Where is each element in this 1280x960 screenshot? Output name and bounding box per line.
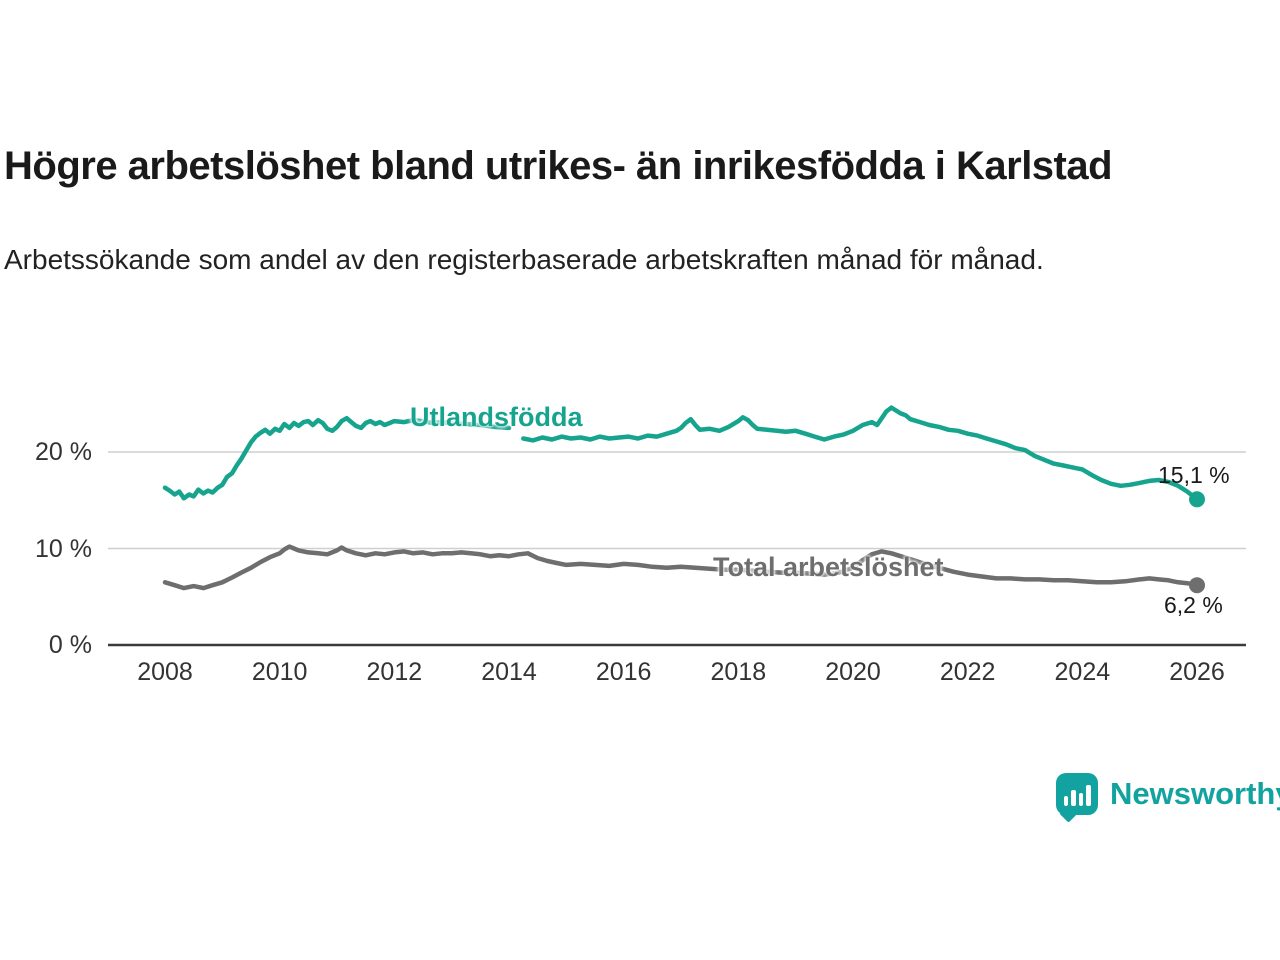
x-axis-tick-label: 2012 bbox=[366, 658, 423, 686]
chart-subtitle: Arbetssökande som andel av den registerb… bbox=[4, 244, 1044, 275]
newsworthy-barchart-icon bbox=[1056, 773, 1098, 823]
series-line-1 bbox=[162, 544, 1200, 591]
x-axis-tick-label: 2010 bbox=[251, 658, 308, 686]
y-axis-tick-label: 10 % bbox=[35, 534, 92, 563]
series-label-utlandsfodda: Utlandsfödda bbox=[410, 402, 583, 432]
newsworthy-wordmark: Newsworthy bbox=[1110, 776, 1280, 811]
x-axis-tick-label: 2020 bbox=[825, 658, 881, 686]
x-axis-tick-label: 2026 bbox=[1169, 658, 1225, 686]
series-end-dot-1 bbox=[1189, 577, 1205, 594]
series-line-0 bbox=[162, 415, 512, 501]
end-value-total-arbetsloshet: 6,2 % bbox=[1164, 592, 1223, 618]
end-value-utlandsfodda: 15,1 % bbox=[1158, 462, 1230, 488]
newsworthy-logo[interactable]: Newsworthy bbox=[1056, 773, 1280, 823]
y-axis-tick-label: 0 % bbox=[48, 631, 92, 659]
series-label-total-arbetsloshet: Total arbetslöshet bbox=[713, 552, 944, 582]
chart-title: Högre arbetslöshet bland utrikes- än inr… bbox=[4, 144, 1113, 188]
x-axis-tick-label: 2014 bbox=[481, 658, 537, 686]
series-line-0 bbox=[521, 405, 1200, 502]
x-axis-tick-label: 2022 bbox=[939, 658, 996, 686]
x-axis-tick-label: 2016 bbox=[595, 658, 652, 686]
x-axis-tick-label: 2008 bbox=[137, 658, 193, 686]
y-axis-tick-label: 20 % bbox=[35, 438, 92, 466]
x-axis-tick-label: 2018 bbox=[710, 658, 767, 686]
series-end-dot-0 bbox=[1189, 491, 1205, 508]
x-axis-tick-label: 2024 bbox=[1054, 658, 1111, 686]
